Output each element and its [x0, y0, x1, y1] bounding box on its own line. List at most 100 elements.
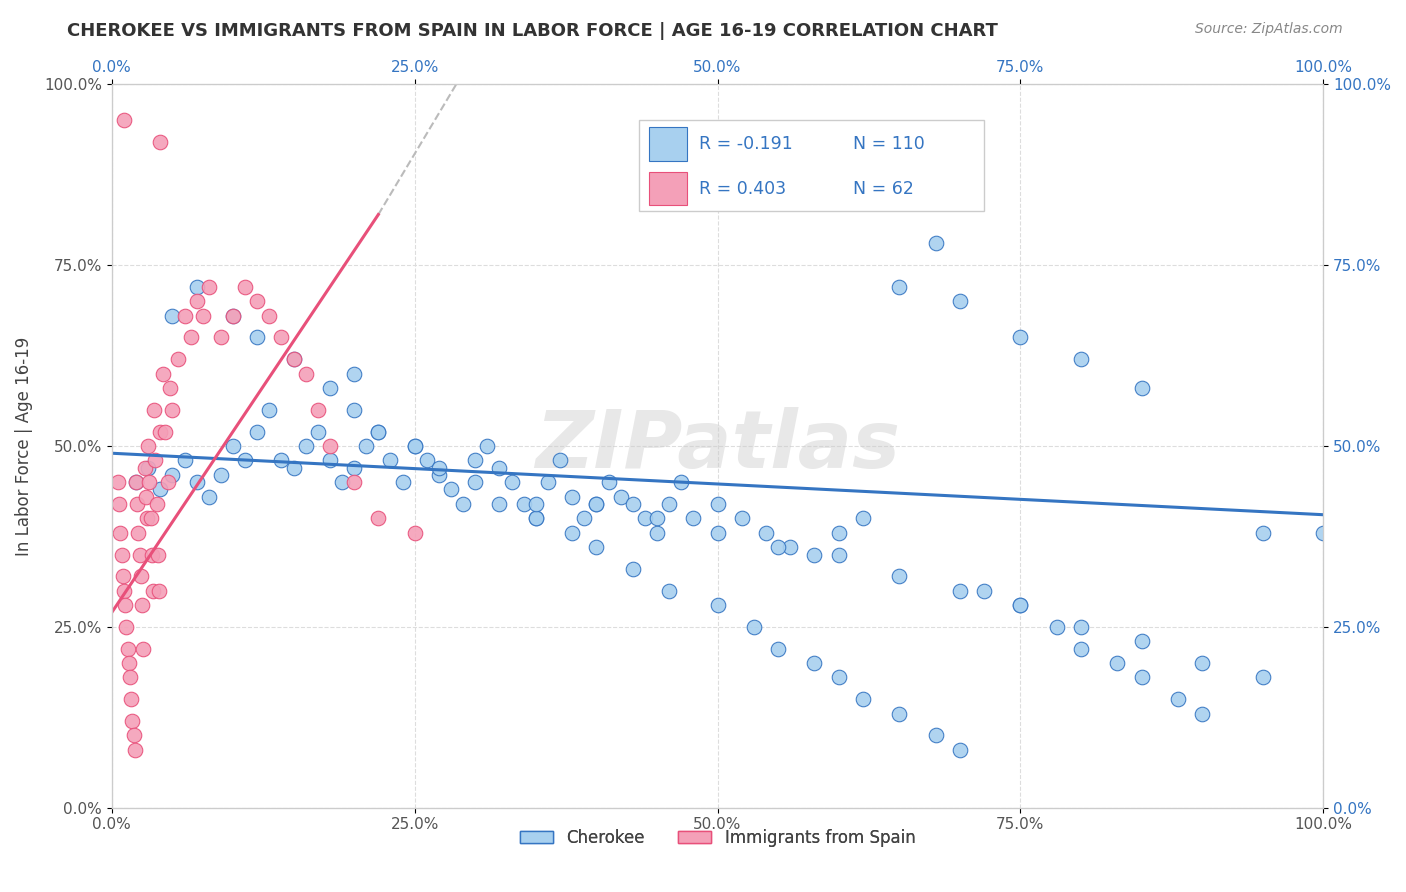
Text: R = 0.403: R = 0.403 [699, 180, 786, 198]
Point [270, 330, 292, 344]
Point [145, 497, 167, 511]
Point [585, 541, 607, 555]
Point [307, 425, 329, 439]
Point [1191, 706, 1213, 721]
Point [488, 460, 510, 475]
Point [294, 439, 316, 453]
Point [136, 439, 159, 453]
Point [755, 525, 778, 540]
Point [949, 583, 972, 598]
Point [149, 425, 172, 439]
Point [1046, 620, 1069, 634]
Point [742, 620, 765, 634]
Point [145, 453, 167, 467]
Point [117, 641, 139, 656]
Point [574, 511, 596, 525]
Point [1010, 598, 1032, 612]
Point [1107, 656, 1129, 670]
Point [889, 280, 911, 294]
Point [139, 511, 162, 525]
Point [1191, 656, 1213, 670]
Legend: Cherokee, Immigrants from Spain: Cherokee, Immigrants from Spain [513, 822, 922, 854]
Point [142, 583, 165, 598]
Point [852, 692, 875, 706]
Point [1167, 692, 1189, 706]
Point [283, 352, 305, 367]
Point [307, 402, 329, 417]
Text: CHEROKEE VS IMMIGRANTS FROM SPAIN IN LABOR FORCE | AGE 16-19 CORRELATION CHART: CHEROKEE VS IMMIGRANTS FROM SPAIN IN LAB… [67, 22, 998, 40]
Point [367, 511, 389, 525]
Point [427, 460, 450, 475]
Point [852, 511, 875, 525]
Point [173, 309, 195, 323]
Point [143, 402, 166, 417]
Point [609, 490, 631, 504]
Point [134, 460, 156, 475]
Point [131, 598, 153, 612]
Point [367, 425, 389, 439]
Point [125, 475, 148, 490]
Point [1251, 525, 1274, 540]
Point [1010, 598, 1032, 612]
Point [828, 670, 851, 684]
Point [621, 497, 644, 511]
Point [111, 569, 134, 583]
Point [148, 583, 170, 598]
Point [706, 598, 728, 612]
Point [634, 511, 657, 525]
Point [645, 525, 668, 540]
Point [122, 728, 145, 742]
Point [110, 548, 132, 562]
Point [585, 497, 607, 511]
Point [209, 467, 232, 482]
Point [124, 743, 146, 757]
Point [1070, 352, 1092, 367]
Point [319, 453, 342, 467]
Point [112, 113, 135, 128]
Point [149, 483, 172, 497]
Point [1010, 330, 1032, 344]
Point [222, 439, 245, 453]
Point [186, 475, 208, 490]
Point [380, 453, 402, 467]
Point [524, 497, 547, 511]
Point [246, 294, 269, 309]
Point [501, 475, 523, 490]
Point [706, 525, 728, 540]
Point [404, 439, 426, 453]
Point [121, 714, 143, 728]
Point [924, 728, 946, 742]
Point [404, 439, 426, 453]
Point [524, 511, 547, 525]
Point [1070, 620, 1092, 634]
Point [924, 236, 946, 251]
Point [128, 548, 150, 562]
Point [706, 497, 728, 511]
Point [512, 497, 534, 511]
Point [1251, 670, 1274, 684]
Point [731, 511, 754, 525]
Point [127, 525, 149, 540]
Point [162, 309, 184, 323]
Point [537, 475, 560, 490]
Text: ZIPatlas: ZIPatlas [536, 407, 900, 485]
Point [671, 475, 693, 490]
FancyBboxPatch shape [650, 171, 688, 205]
Point [118, 656, 141, 670]
Point [1070, 641, 1092, 656]
Point [222, 309, 245, 323]
Point [1312, 525, 1334, 540]
Point [548, 453, 571, 467]
Point [120, 692, 142, 706]
Point [585, 497, 607, 511]
Point [132, 641, 155, 656]
Point [427, 467, 450, 482]
Text: Source: ZipAtlas.com: Source: ZipAtlas.com [1195, 22, 1343, 37]
Point [949, 294, 972, 309]
Point [598, 475, 620, 490]
Point [159, 381, 181, 395]
Point [152, 367, 174, 381]
Point [889, 706, 911, 721]
Text: N = 110: N = 110 [853, 136, 925, 153]
Point [108, 497, 131, 511]
